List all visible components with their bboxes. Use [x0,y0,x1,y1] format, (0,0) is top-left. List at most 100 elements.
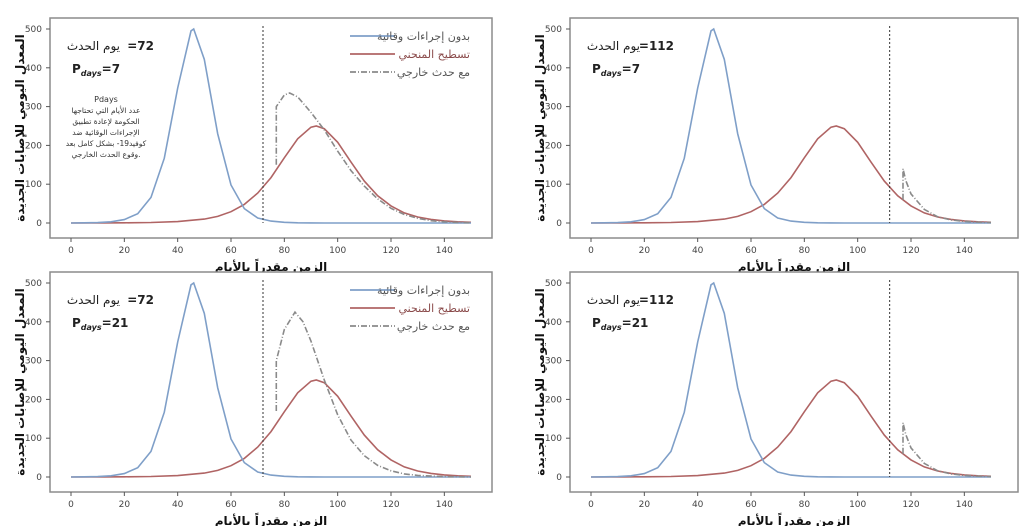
x-tick-label: 80 [279,500,291,510]
legend-item-external-event: مع حدث خارجي [397,66,470,79]
x-tick-label: 100 [329,246,346,256]
x-tick-label: 140 [436,246,453,256]
y-axis-label: المعدل اليومي للإصابات الجديدة [533,288,548,475]
series-flatten-curve [590,125,992,224]
y-tick-label: 200 [545,141,562,151]
note-line: الحكومة لإعادة تطبيق [72,117,139,126]
x-tick-label: 0 [588,246,594,256]
series-external-event [275,92,472,224]
series-no-measures [590,281,991,478]
pdays-symbol: P [592,316,601,330]
x-tick-label: 20 [119,500,131,510]
y-tick-label: 0 [556,219,562,229]
x-tick-label: 0 [588,500,594,510]
plot-frame [569,17,1019,239]
x-tick-label: 60 [745,246,757,256]
legend-item-flatten: تسطيح المنحني [399,48,471,61]
note-line: الإجراءات الوقائية ضد [72,128,139,137]
x-tick-label: 0 [68,246,74,256]
y-tick-label: 100 [25,180,42,190]
y-tick-label: 0 [36,219,42,229]
y-tick-label: 200 [545,395,562,405]
y-tick-label: 100 [25,434,42,444]
note-title: Pdays [94,95,118,104]
plot-frame [49,271,493,493]
y-tick-label: 400 [25,64,42,74]
event-day-value: =112 [639,39,674,53]
x-tick-label: 140 [436,500,453,510]
pdays-annotation: Pdays=7 [72,62,120,78]
x-tick-label: 140 [956,246,973,256]
y-tick-label: 100 [545,180,562,190]
y-tick-label: 400 [545,318,562,328]
note-line: عدد الأيام التي تحتاجها [71,105,140,115]
legend-item-flatten: تسطيح المنحني [399,302,471,315]
event-day-label: يوم الحدث [67,39,120,54]
x-tick-label: 120 [382,246,399,256]
chart-panel-bottom-left: 0 20 40 60 80 100 120 140 0 100 200 300 400 500 الزمن … [13,271,493,529]
pdays-value: =7 [622,62,640,76]
x-tick-label: 100 [329,500,346,510]
event-day-label: يوم الحدث [587,293,640,308]
x-tick-label: 80 [279,246,291,256]
y-tick-label: 300 [25,103,42,113]
chart-panel-bottom-right: 0 20 40 60 80 100 120 140 0 100 200 300 400 500 الزمن … [533,271,1019,529]
pdays-value: =7 [102,62,120,76]
pdays-subscript: days [81,323,102,332]
x-tick-label: 40 [692,500,704,510]
x-tick-label: 20 [119,246,131,256]
legend-item-no-measures: بدون إجراءات وقائية [377,30,470,43]
y-tick-label: 300 [25,357,42,367]
pdays-symbol: P [592,62,601,76]
y-tick-label: 0 [36,473,42,483]
series-external-event [902,168,992,224]
x-tick-label: 60 [225,246,237,256]
x-tick-label: 120 [902,500,919,510]
series-flatten-curve [70,379,472,478]
plot-frame [49,17,493,239]
series-no-measures [70,281,471,478]
y-tick-label: 500 [25,279,42,289]
event-day-value: =72 [127,293,154,307]
pdays-value: =21 [102,316,129,330]
y-tick-label: 200 [25,395,42,405]
y-tick-label: 200 [25,141,42,151]
pdays-subscript: days [601,69,622,78]
x-axis-label: الزمن مقدراً بالأيام [215,258,327,275]
y-tick-label: 500 [545,25,562,35]
pdays-value: =21 [622,316,649,330]
x-tick-label: 120 [382,500,399,510]
legend: بدون إجراءات وقائية تسطيح المنحني مع حدث خ… [350,284,470,333]
x-tick-label: 80 [799,500,811,510]
x-tick-label: 120 [902,246,919,256]
note-line: وقوع الحدث الخارجي. [72,150,141,159]
pdays-subscript: days [601,323,622,332]
event-day-value: =112 [639,293,674,307]
legend-item-no-measures: بدون إجراءات وقائية [377,284,470,297]
x-tick-label: 20 [639,500,651,510]
y-tick-label: 400 [545,64,562,74]
x-tick-label: 60 [745,500,757,510]
pdays-symbol: P [72,316,81,330]
event-day-label: يوم الحدث [67,293,120,308]
event-day-value: =72 [127,39,154,53]
x-axis-label: الزمن مقدراً بالأيام [738,258,850,275]
pdays-annotation: Pdays=21 [592,316,648,332]
plot-frame [569,271,1019,493]
y-tick-label: 0 [556,473,562,483]
chart-panel-top-right: 0 20 40 60 80 100 120 140 0 100 200 300 400 500 الزمن … [533,17,1019,275]
pdays-annotation: Pdays=21 [72,316,128,332]
x-tick-label: 100 [849,500,866,510]
x-tick-label: 140 [956,500,973,510]
x-tick-label: 80 [799,246,811,256]
series-external-event [275,310,472,478]
y-tick-label: 500 [25,25,42,35]
y-tick-label: 400 [25,318,42,328]
series-external-event [902,422,992,478]
y-axis-label: المعدل اليومي للإصابات الجديدة [13,288,28,475]
x-tick-label: 40 [692,246,704,256]
x-tick-label: 100 [849,246,866,256]
pdays-symbol: P [72,62,81,76]
